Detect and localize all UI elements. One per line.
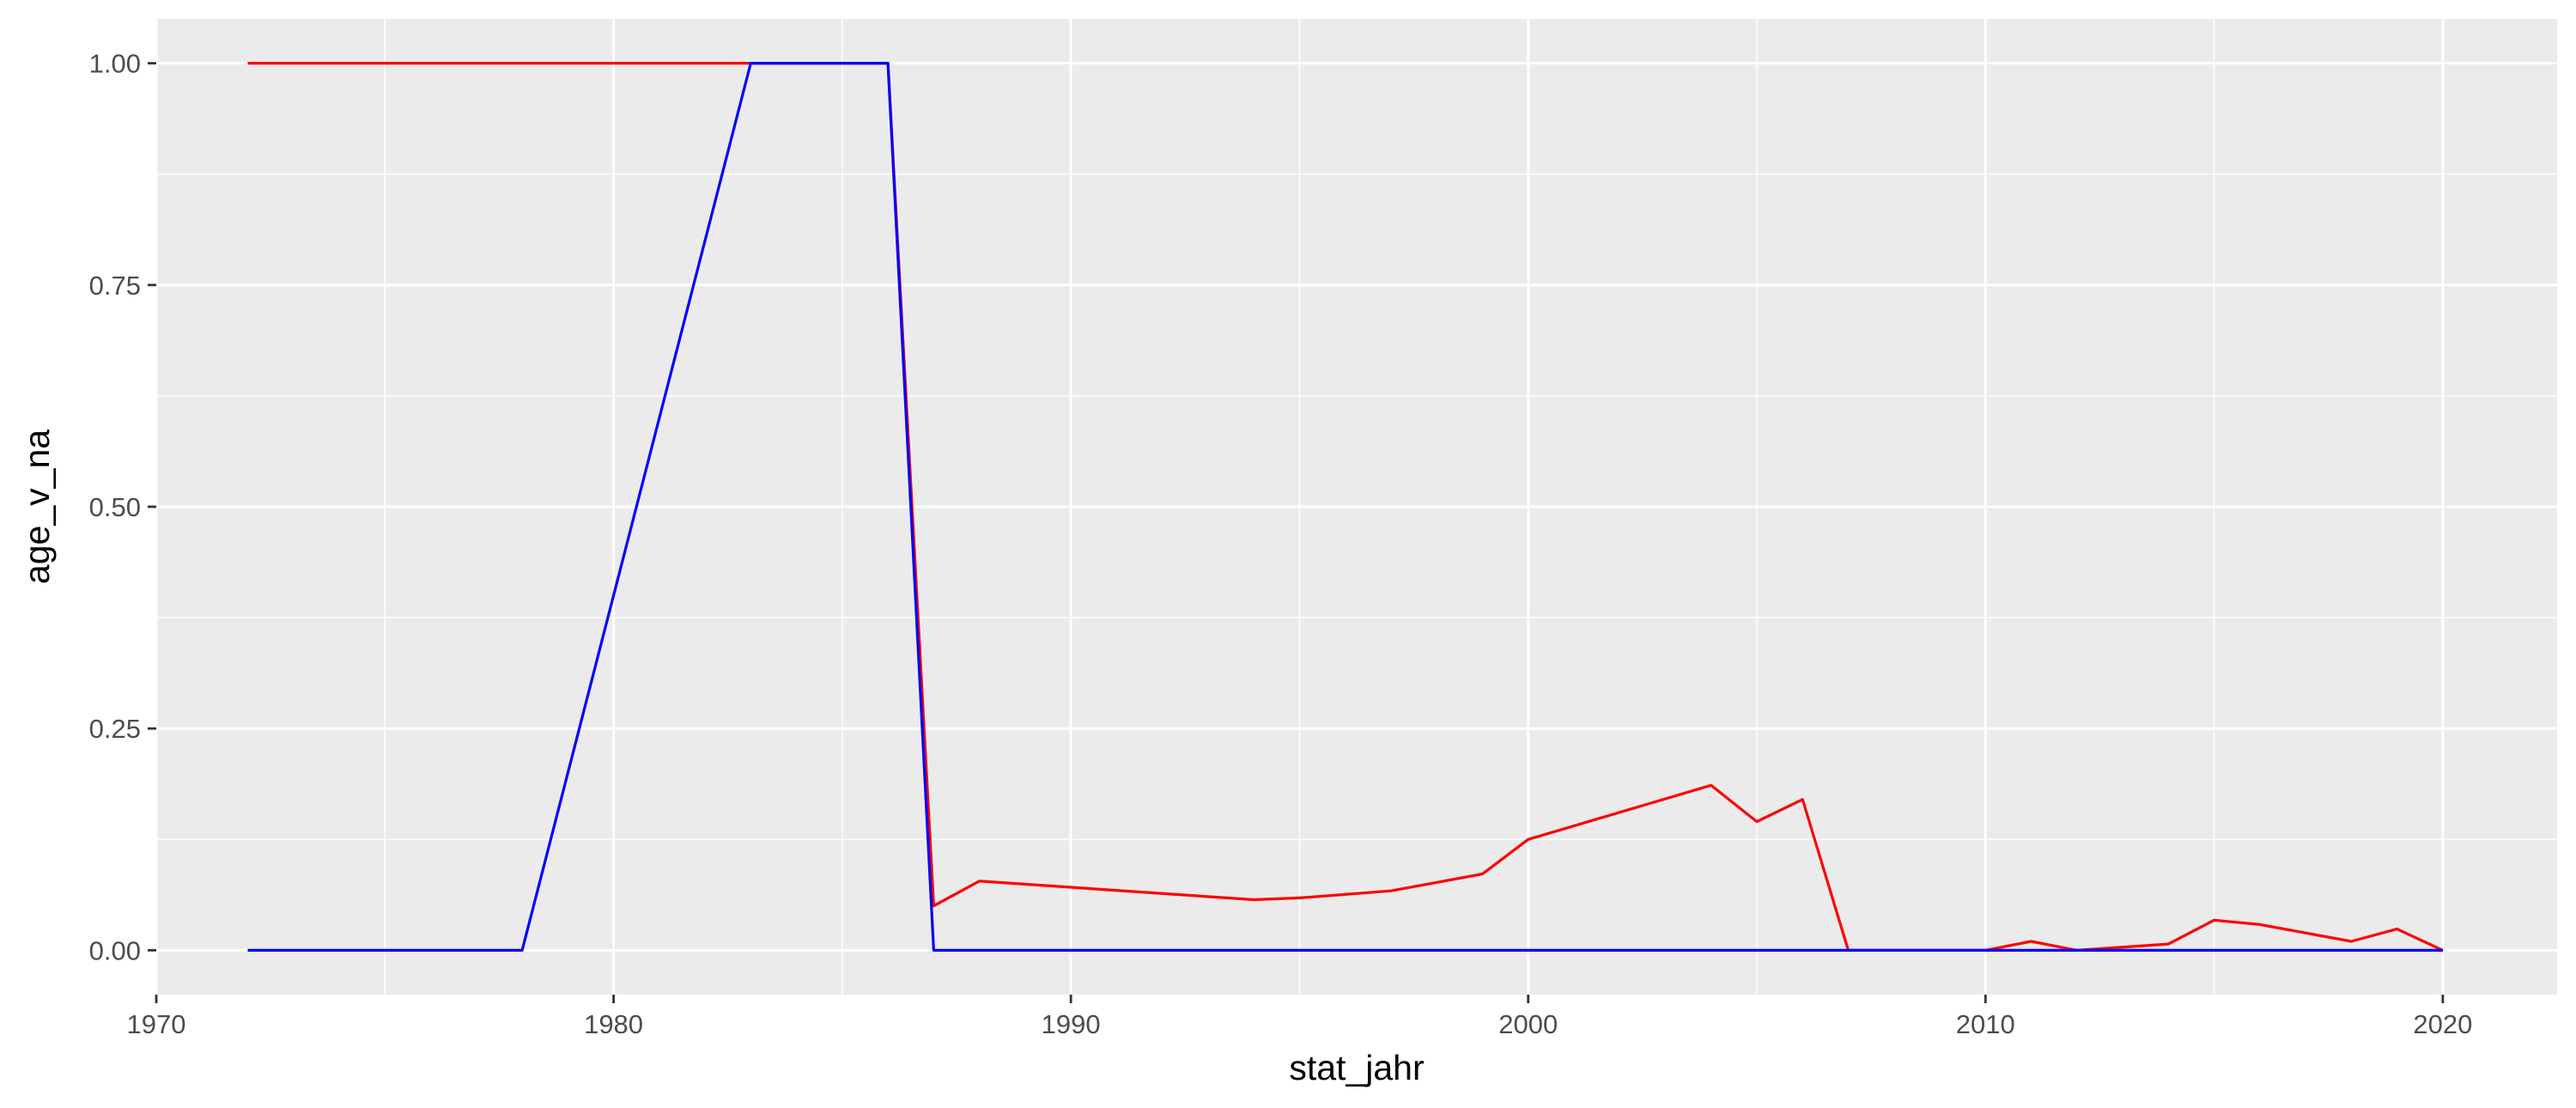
y-tick-label: 0.25 bbox=[89, 714, 141, 744]
x-tick-label: 2010 bbox=[1956, 1009, 2015, 1039]
series-line-1 bbox=[247, 61, 2444, 953]
x-tick-label: 2000 bbox=[1498, 1009, 1558, 1039]
series-line-2 bbox=[247, 61, 2443, 953]
series-layer bbox=[247, 61, 2444, 953]
y-axis-title: age_v_na bbox=[17, 429, 57, 584]
y-tick-label: 1.00 bbox=[89, 49, 141, 79]
x-tick-label: 1990 bbox=[1042, 1009, 1101, 1039]
x-tick-label: 2020 bbox=[2413, 1009, 2472, 1039]
y-tick-label: 0.75 bbox=[89, 271, 141, 301]
axis-ticks bbox=[148, 62, 2445, 1003]
x-tick-label: 1970 bbox=[127, 1009, 186, 1039]
x-axis-title: stat_jahr bbox=[1289, 1048, 1424, 1087]
y-tick-label: 0.00 bbox=[89, 935, 141, 965]
y-tick-label: 0.50 bbox=[89, 492, 141, 522]
tick-labels: 1970 1980 1990 2000 2010 2020 0.00 0.25 0.50 0.75… bbox=[89, 49, 2473, 1039]
x-tick-label: 1980 bbox=[584, 1009, 643, 1039]
